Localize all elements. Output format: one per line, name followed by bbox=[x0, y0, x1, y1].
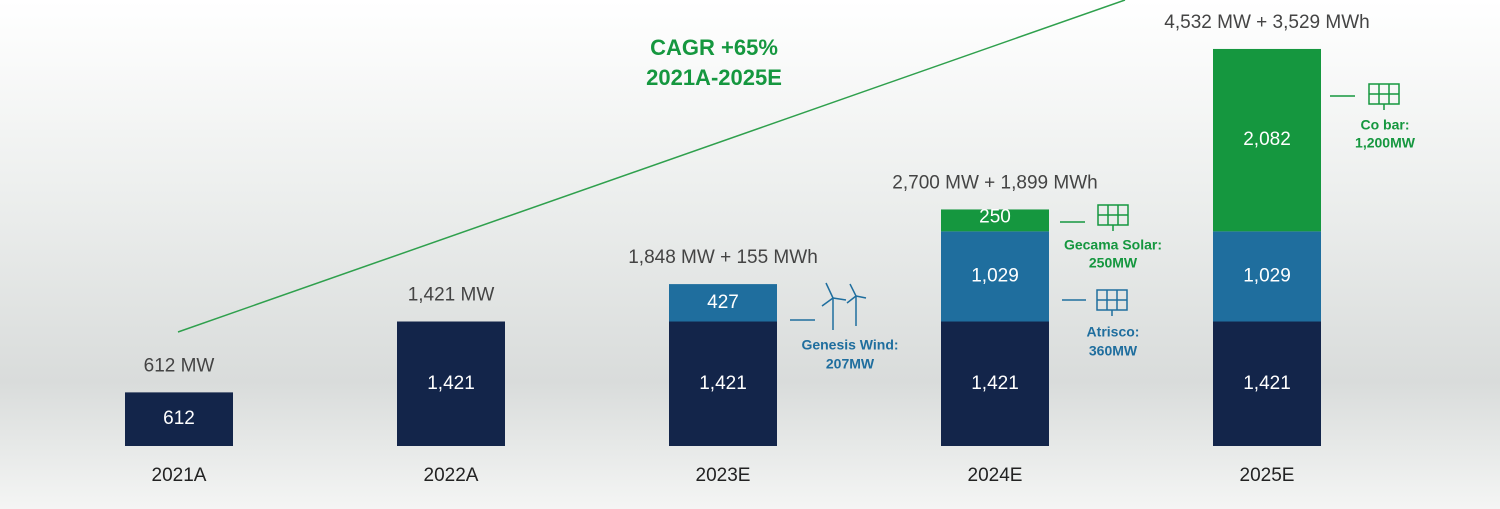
annotation-value: 360MW bbox=[1089, 343, 1138, 359]
chart: CAGR +65% 2021A-2025E Genesis Wind: 207M… bbox=[0, 0, 1500, 509]
annotation-title: Co bar: bbox=[1361, 117, 1410, 133]
annotation-title: Gecama Solar: bbox=[1064, 237, 1162, 253]
x-tick-label: 2022A bbox=[424, 465, 479, 486]
total-label: 2,700 MW + 1,899 MWh bbox=[892, 172, 1097, 193]
cagr-period: 2021A-2025E bbox=[646, 65, 782, 90]
x-tick-label: 2023E bbox=[696, 465, 751, 486]
annotation-title: Atrisco: bbox=[1087, 324, 1140, 340]
value-label: 1,421 bbox=[699, 373, 747, 394]
value-label: 2,082 bbox=[1243, 129, 1291, 150]
x-tick-label: 2021A bbox=[152, 465, 207, 486]
total-label: 4,532 MW + 3,529 MWh bbox=[1164, 12, 1369, 33]
value-label: 250 bbox=[979, 206, 1011, 227]
total-label: 1,848 MW + 155 MWh bbox=[628, 247, 818, 268]
x-tick-label: 2024E bbox=[968, 465, 1023, 486]
cagr-label: CAGR +65% bbox=[650, 35, 778, 60]
annotation-value: 250MW bbox=[1089, 255, 1138, 271]
value-label: 427 bbox=[707, 292, 739, 313]
annotation-value: 1,200MW bbox=[1355, 135, 1416, 151]
value-label: 1,421 bbox=[1243, 373, 1291, 394]
total-label: 1,421 MW bbox=[408, 285, 495, 306]
value-label: 1,421 bbox=[427, 373, 475, 394]
annotation-title: Genesis Wind: bbox=[801, 337, 898, 353]
x-tick-label: 2025E bbox=[1240, 465, 1295, 486]
value-label: 1,029 bbox=[971, 265, 1019, 286]
annotation-value: 207MW bbox=[826, 356, 875, 372]
total-label: 612 MW bbox=[144, 355, 215, 376]
value-label: 612 bbox=[163, 408, 195, 429]
value-label: 1,029 bbox=[1243, 265, 1291, 286]
value-label: 1,421 bbox=[971, 373, 1019, 394]
